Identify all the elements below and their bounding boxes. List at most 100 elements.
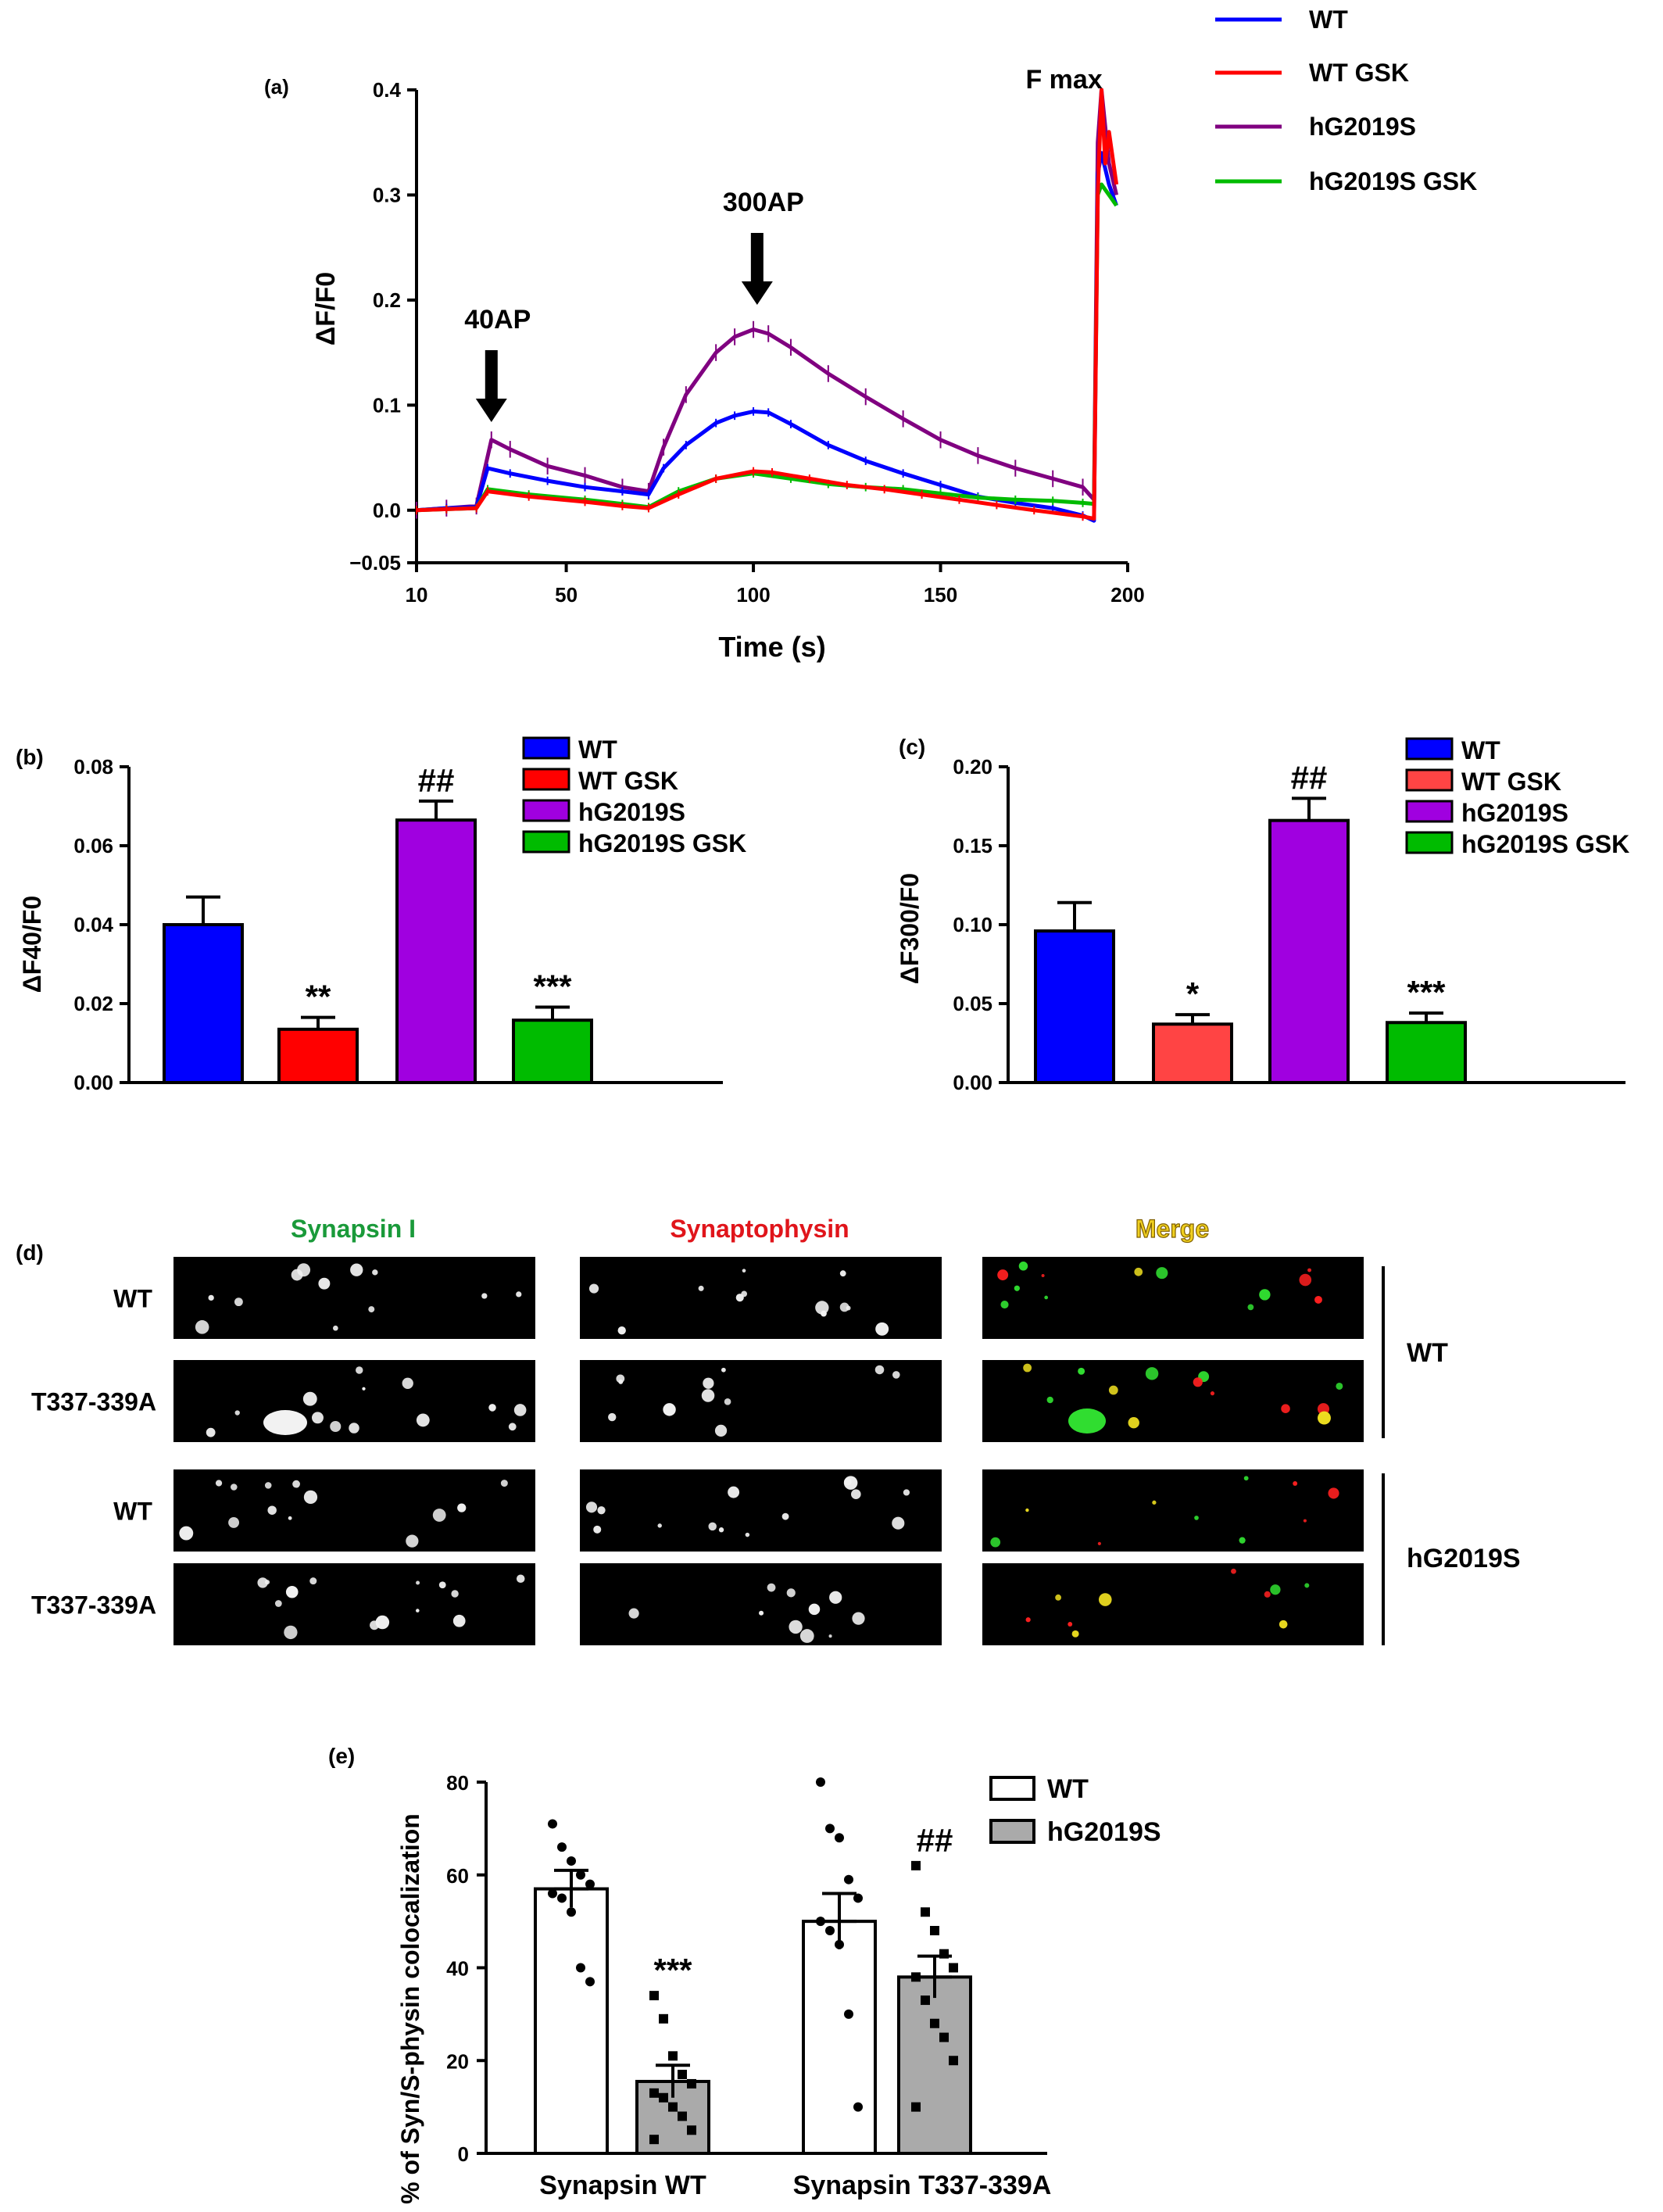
panel-e-y-tick-label: 20 [446, 2049, 469, 2073]
panel-d-punctum [451, 1590, 459, 1598]
panel-d-punctum [402, 1377, 413, 1389]
panel-e-legend-swatch [989, 1776, 1035, 1801]
panel-e-data-point [668, 2102, 678, 2112]
panel-c-bar [1268, 818, 1350, 1085]
panel-c-y-tick-label: 0.15 [953, 834, 992, 857]
panel-e-data-point [921, 1995, 930, 2006]
panel-e-y-tick-label: 80 [446, 1771, 469, 1795]
panel-e-data-point [585, 1977, 595, 1987]
panel-e-bar [897, 1975, 972, 2155]
panel-b-y-tick-label: 0.04 [73, 913, 113, 936]
panel-d-punctum [257, 1577, 268, 1588]
panel-d-group-label: WT [1407, 1338, 1448, 1368]
panel-d-punctum [416, 1413, 430, 1427]
panel-d-punctum [318, 1277, 331, 1290]
panel-d-punctum [349, 1423, 359, 1434]
panel-e-legend-label: WT [1047, 1774, 1089, 1804]
panel-d-punctum [215, 1480, 223, 1487]
panel-d-punctum [874, 1365, 885, 1375]
panel-b-legend: WT WT GSK hG2019S hG2019S GSK [522, 736, 746, 857]
panel-e-data-point [930, 1926, 939, 1935]
panel-a-x-tick-label: 10 [406, 583, 428, 607]
panel-a-legend-label: WT GSK [1309, 59, 1409, 87]
panel-b-bar-chart: (b) 0.000.020.040.060.08**##*** ΔF40/F0 … [16, 736, 746, 1094]
panel-e-data-point [687, 2125, 696, 2135]
panel-c-legend: WT WT GSK hG2019S hG2019S GSK [1405, 736, 1629, 858]
panel-d-punctum [1293, 1481, 1298, 1486]
panel-e-data-point [853, 2102, 863, 2112]
panel-d-punctum [741, 1290, 748, 1297]
panel-d-punctum [1046, 1396, 1053, 1404]
panel-d-punctum [1041, 1273, 1045, 1277]
panel-e-data-point [911, 1860, 921, 1870]
panel-d-punctum [1134, 1267, 1143, 1276]
panel-d-punctum [267, 1505, 277, 1515]
panel-a-y-tick-label: −0.05 [349, 551, 401, 574]
panel-d-punctum [1281, 1404, 1290, 1413]
panel-b-plot-area: 0.00 0.02 0.04 0.06 0.08 ** ## *** [73, 755, 723, 1094]
panel-c-significance-mark: * [1186, 975, 1200, 1012]
panel-e-data-point [659, 2092, 668, 2103]
panel-d-punctum [309, 1577, 317, 1585]
panel-c-legend-label: hG2019S GSK [1461, 830, 1629, 858]
panel-a-series-line-wt-gsk [416, 88, 1119, 521]
panel-e-data-point [949, 1963, 958, 1973]
panel-c-bar [1152, 1022, 1233, 1085]
panel-b-legend-label: WT [578, 736, 617, 764]
panel-d-punctum [808, 1603, 821, 1616]
panel-c-significance-mark: ## [1291, 759, 1328, 796]
panel-a-legend-label: hG2019S GSK [1309, 167, 1477, 195]
panel-d-punctum [1078, 1367, 1085, 1375]
panel-d-punctum [892, 1516, 905, 1530]
panel-a-legend: WT WT GSK hG2019S hG2019S GSK [1215, 5, 1477, 195]
panel-d-punctum [1098, 1593, 1112, 1606]
panel-e-data-point [585, 1879, 595, 1889]
panel-a-label: (a) [264, 75, 289, 98]
panel-e-data-point [548, 1888, 557, 1899]
panel-c-bar [1034, 929, 1115, 1084]
panel-d-punctum [990, 1537, 1001, 1548]
panel-b-bar [163, 923, 244, 1084]
panel-b-y-tick-label: 0.00 [73, 1071, 113, 1094]
panel-d-punctum [1145, 1367, 1159, 1380]
panel-d-punctum [997, 1269, 1009, 1281]
panel-e-y-tick-label: 60 [446, 1864, 469, 1888]
panel-a-xlabel: Time (s) [718, 631, 825, 663]
panel-e-data-point [844, 1874, 853, 1884]
panel-d-punctum [588, 1283, 599, 1294]
panel-e-significance-mark: *** [653, 1952, 692, 1988]
panel-a-y-tick-label: 0.3 [373, 183, 401, 206]
panel-d-punctum [1264, 1591, 1271, 1598]
panel-c-legend-swatch [1405, 768, 1454, 792]
panel-d-punctum [288, 1516, 292, 1520]
panel-e-data-point [844, 2009, 853, 2019]
panel-d-micrograph-tile [580, 1469, 942, 1552]
panel-d-punctum [799, 1629, 814, 1643]
panel-d-punctum [815, 1301, 829, 1315]
panel-a-arrow-shaft [750, 233, 764, 283]
panel-d-punctum [714, 1424, 728, 1437]
panel-a-legend-label: WT [1309, 5, 1348, 34]
panel-d-punctum [362, 1387, 366, 1391]
panel-e-data-point [835, 1833, 844, 1843]
panel-d-punctum [416, 1609, 420, 1612]
panel-d-punctum [1243, 1476, 1249, 1481]
panel-c-ylabel: ΔF300/F0 [896, 873, 924, 984]
panel-e-data-point [911, 2102, 921, 2112]
panel-e-data-point [659, 2013, 668, 2024]
panel-d-micrograph-tile [982, 1257, 1364, 1339]
panel-d-punctum [585, 1502, 598, 1513]
panel-d-punctum [208, 1294, 214, 1301]
panel-d-punctum [284, 1625, 298, 1640]
panel-d-punctum [1055, 1594, 1061, 1601]
panel-d-punctum [663, 1403, 676, 1416]
panel-d-micrographs: Synapsin I Synaptophysin Merge WT T337-339A W… [31, 1214, 1521, 1645]
panel-d-punctum [508, 1423, 517, 1431]
panel-d-punctum [1193, 1377, 1203, 1387]
panel-d-punctum [234, 1410, 240, 1416]
panel-d-micrograph-tile [580, 1563, 942, 1645]
panel-b-y-tick-label: 0.08 [73, 755, 113, 778]
panel-a-y-tick-label: 0.4 [373, 78, 402, 102]
panel-d-punctum [1000, 1300, 1009, 1309]
